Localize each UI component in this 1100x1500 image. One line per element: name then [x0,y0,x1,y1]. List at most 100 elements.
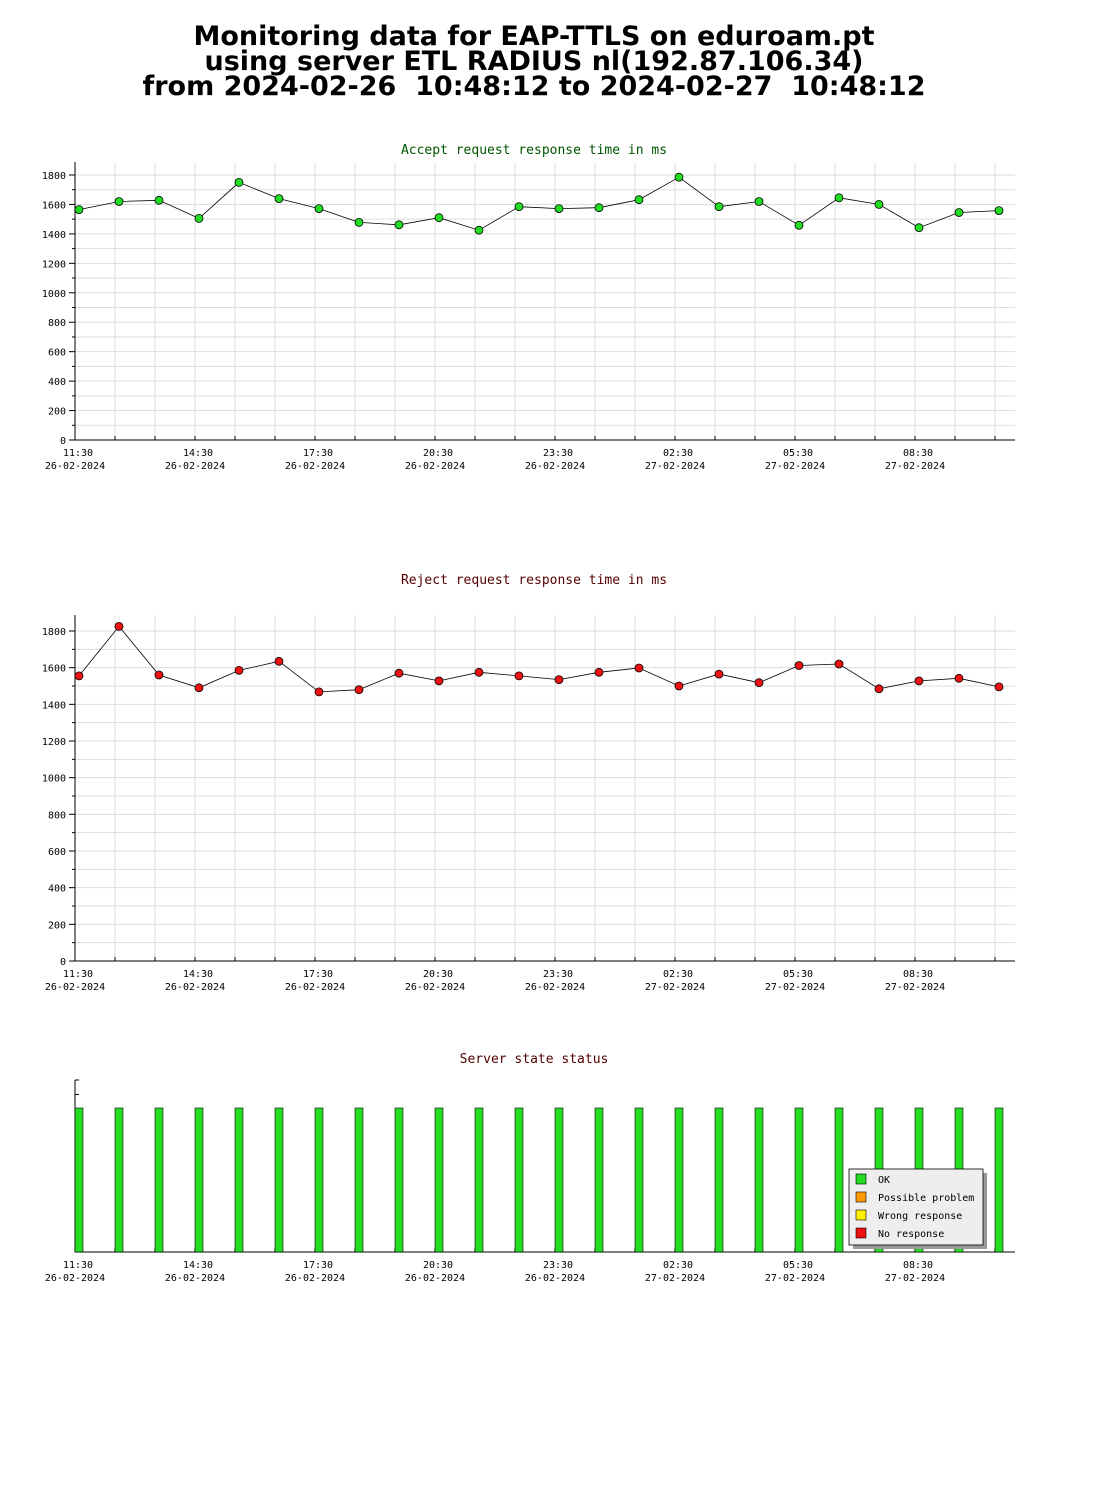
data-point [594,203,604,213]
y-tick-label: 1800 [42,627,66,638]
x-tick-label-date: 26-02-2024 [45,1273,105,1284]
data-point [554,675,564,684]
status-bar [154,1107,164,1253]
y-tick-label: 1800 [42,171,66,182]
server-status-chart: Server state status 11:30 26-02-2024 14:30 2… [45,1052,1015,1284]
status-bar [434,1107,444,1253]
data-point [714,669,724,679]
status-bar [674,1107,684,1253]
status-bar [114,1107,124,1253]
x-tick-label-time: 11:30 [63,1260,93,1271]
status-bar [754,1107,764,1253]
series-line [78,625,1000,693]
status-bar [354,1107,364,1253]
y-tick-label: 1400 [42,700,66,711]
data-point [114,622,124,631]
y-tick-label: 800 [48,810,66,821]
legend-label: Possible problem [878,1193,974,1204]
x-tick-label-date: 26-02-2024 [405,461,465,472]
title-line-2: using server ETL RADIUS nl(192.87.106.34… [204,46,864,77]
x-tick-label-time: 14:30 [183,1260,213,1271]
data-point [354,218,364,227]
data-point [394,220,404,230]
chart-title: Accept request response time in ms [401,143,667,158]
status-bar [234,1107,244,1253]
x-tick-label-date: 27-02-2024 [645,461,705,472]
page-title: Monitoring data for EAP-TTLS on eduroam.… [0,23,1068,102]
data-point [634,195,644,205]
x-tick-label-date: 26-02-2024 [45,982,105,993]
x-tick-label-time: 20:30 [423,969,453,980]
status-bar [474,1107,484,1253]
y-tick-label: 1600 [42,200,66,211]
x-tick-label-time: 17:30 [303,969,333,980]
chart-title: Server state status [460,1052,609,1067]
x-tick-label-time: 23:30 [543,969,573,980]
data-point [954,673,964,683]
data-point [194,214,204,223]
x-tick-label-time: 11:30 [63,448,93,459]
x-tick-label-date: 26-02-2024 [165,1273,225,1284]
y-tick-label: 1200 [42,259,66,270]
data-point [514,671,524,681]
x-tick-label-time: 05:30 [783,1260,813,1271]
x-tick-label-time: 08:30 [903,1260,933,1271]
x-tick-label-date: 27-02-2024 [645,1273,705,1284]
data-point [314,687,324,697]
x-tick-label-time: 20:30 [423,448,453,459]
data-point [794,220,804,230]
x-tick-label-date: 27-02-2024 [765,982,825,993]
data-point [834,193,844,203]
legend-swatch [855,1209,867,1221]
x-tick-label-date: 26-02-2024 [165,461,225,472]
x-tick-label-time: 11:30 [63,969,93,980]
x-tick-label-time: 08:30 [903,448,933,459]
x-tick-label-time: 05:30 [783,969,813,980]
legend-label: OK [878,1175,890,1186]
legend-label: No response [878,1229,944,1240]
data-point [874,200,884,209]
x-tick-label-date: 26-02-2024 [525,982,585,993]
x-tick-label-time: 20:30 [423,1260,453,1271]
y-tick-label: 800 [48,318,66,329]
x-tick-label-date: 27-02-2024 [765,1273,825,1284]
data-point [634,663,644,673]
x-tick-label-time: 08:30 [903,969,933,980]
x-tick-label-date: 27-02-2024 [885,982,945,993]
y-tick-label: 600 [48,348,66,359]
data-point [674,172,684,182]
y-tick-label: 200 [48,920,66,931]
y-tick-label: 200 [48,407,66,418]
status-bar [514,1107,524,1253]
x-tick-label-date: 26-02-2024 [405,982,465,993]
status-bar [194,1107,204,1253]
y-tick-label: 400 [48,884,66,895]
x-tick-label-date: 26-02-2024 [525,461,585,472]
y-tick-label: 0 [60,957,66,968]
accept-response-chart: Accept request response time in ms 11:30 2… [42,143,1015,472]
data-point [874,684,884,694]
data-point [474,225,484,235]
x-tick-label-date: 26-02-2024 [165,982,225,993]
legend-box [848,1168,984,1246]
x-tick-label-date: 26-02-2024 [285,461,345,472]
x-tick-label-time: 02:30 [663,969,693,980]
data-point [274,656,284,666]
data-point [154,670,164,680]
data-point [394,668,404,678]
y-tick-label: 600 [48,847,66,858]
x-tick-label-time: 14:30 [183,448,213,459]
legend-label: Wrong response [878,1211,962,1222]
status-bar [714,1107,724,1253]
data-point [594,667,604,677]
y-tick-label: 1000 [42,774,66,785]
status-bar [74,1107,84,1253]
data-point [674,681,684,691]
legend-swatch [855,1191,867,1203]
data-point [354,685,364,695]
title-line-3: from 2024-02-26 10:48:12 to 2024-02-27 1… [142,71,926,102]
data-point [74,205,84,214]
x-tick-label-time: 17:30 [303,1260,333,1271]
data-point [194,683,204,693]
status-bar [394,1107,404,1253]
